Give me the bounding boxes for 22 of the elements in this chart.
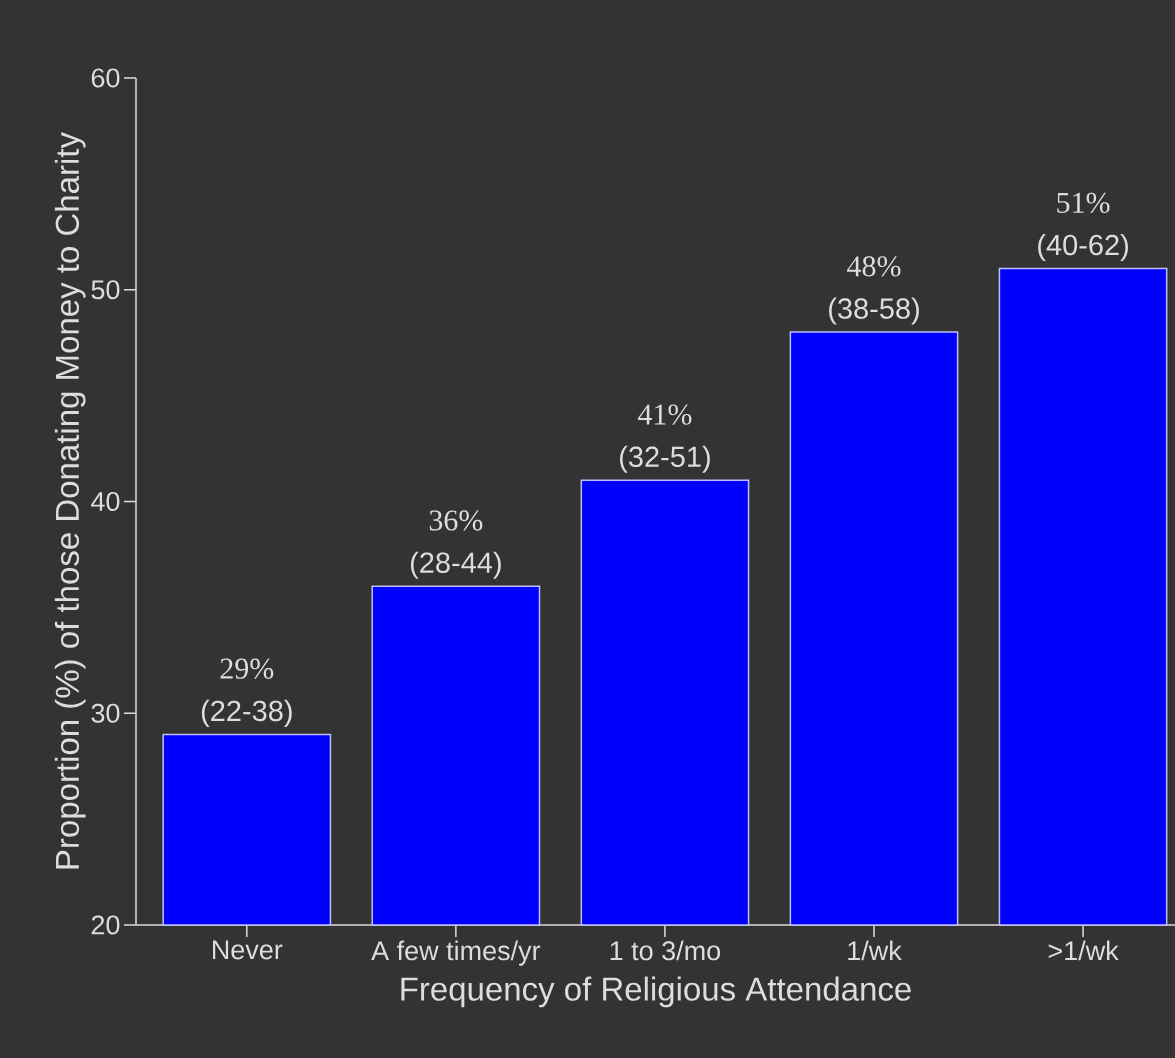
- x-tick-label: >1/wk: [1048, 940, 1119, 961]
- annotation: (40-62): [1038, 234, 1128, 262]
- data-label: 36%: [429, 510, 483, 531]
- data-label: 48%: [847, 256, 901, 277]
- x-tick-label: 1 to 3/mo: [610, 940, 721, 961]
- x-tick-label: A few times/yr: [371, 940, 541, 966]
- y-tick-label: 20: [91, 915, 120, 935]
- y-tick-label: 40: [91, 491, 120, 512]
- annotation: (38-58): [829, 297, 919, 325]
- annotation: (22-38): [201, 699, 292, 727]
- y-tick-label: 50: [91, 280, 120, 300]
- x-tick-label: 1/wk: [848, 940, 902, 961]
- x-tick-label: Never: [213, 940, 283, 960]
- data-label: 29%: [220, 658, 274, 679]
- annotation: (32-51): [619, 445, 710, 473]
- y-tick-label: 60: [91, 68, 120, 88]
- y-axis-title: Proportion (%) of those Donating Money to Charity: [54, 132, 86, 869]
- data-label: 51%: [1057, 192, 1110, 214]
- data-label: 41%: [638, 404, 692, 425]
- annotation: (28-44): [410, 551, 501, 579]
- x-axis-title: Frequency of Religious Attendance: [401, 976, 911, 1008]
- y-tick-label: 30: [91, 703, 120, 723]
